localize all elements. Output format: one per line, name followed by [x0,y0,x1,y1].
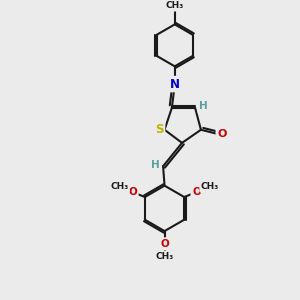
Text: H: H [151,160,159,170]
Text: O: O [128,187,137,197]
Text: CH₃: CH₃ [201,182,219,191]
Text: CH₃: CH₃ [155,252,174,261]
Text: CH₃: CH₃ [166,1,184,10]
Text: N: N [170,78,180,91]
Text: H: H [199,101,208,112]
Text: O: O [192,187,201,197]
Text: S: S [155,123,164,136]
Text: CH₃: CH₃ [110,182,128,191]
Text: O: O [160,239,169,249]
Text: O: O [217,129,226,139]
